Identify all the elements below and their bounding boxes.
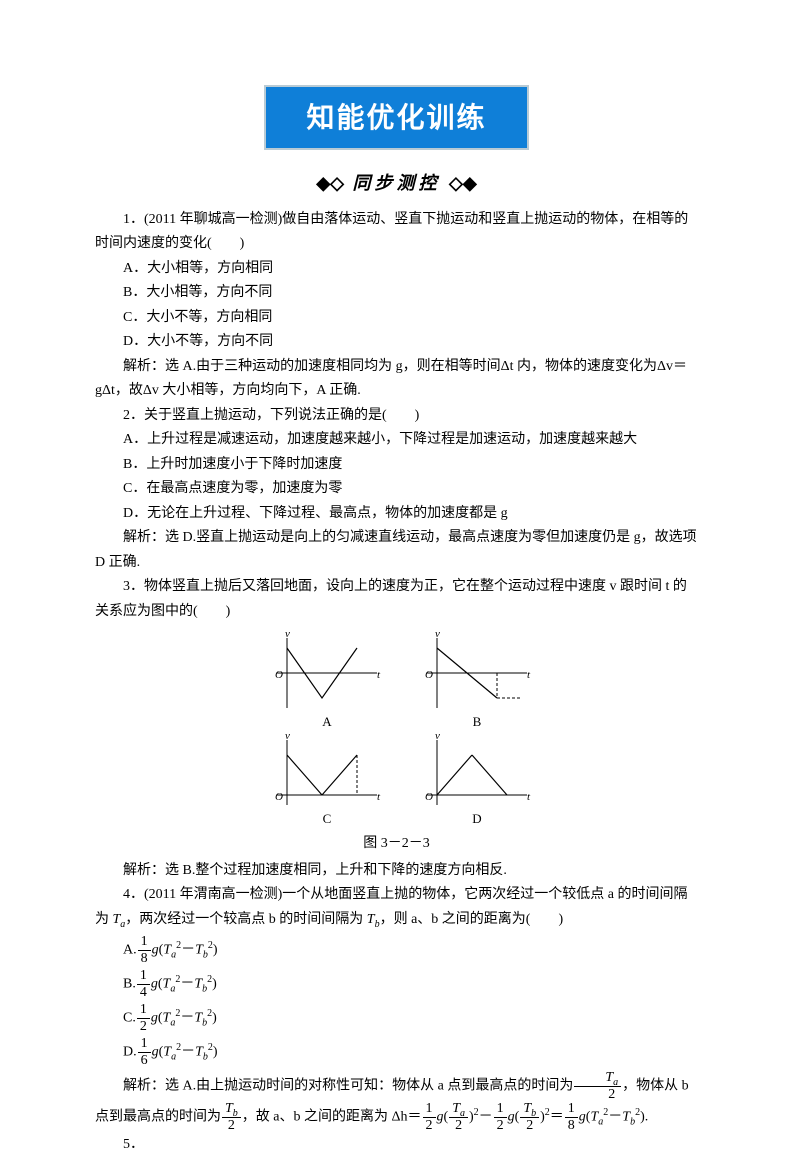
svg-text:t: t (377, 791, 381, 803)
q4-ana-c: 点到最高点的时间为 (95, 1110, 221, 1125)
q5-stem: 5． (95, 1133, 698, 1158)
page-title-box: 知能优化训练 (264, 85, 528, 150)
q4-optC: C.12g(Ta2－Tb2) (95, 1003, 698, 1034)
deco-right: ◇◆ (449, 173, 477, 193)
q4-ana-d: ，故 a、b 之间的距离为 Δh＝ (242, 1110, 422, 1125)
fA-num: 1 (138, 935, 151, 951)
q1-stem: 1．(2011 年聊城高一检测)做自由落体运动、竖直下抛运动和竖直上抛运动的物体… (95, 208, 698, 257)
q4-analysis-line2: 点到最高点的时间为Tb2，故 a、b 之间的距离为 Δh＝12g(Ta2)2－1… (95, 1102, 698, 1133)
svg-text:D: D (472, 811, 481, 826)
svg-text:A: A (322, 714, 332, 729)
q2-optB: B．上升时加速度小于下降时加速度 (95, 453, 698, 478)
q3-fig-caption: 图 3－2－3 (95, 832, 698, 857)
svg-text:v: v (285, 630, 290, 640)
q1-optA: A．大小相等，方向相同 (95, 257, 698, 282)
svg-text:O: O (275, 669, 283, 681)
fA-den: 8 (138, 951, 151, 966)
fC-den: 2 (137, 1019, 150, 1034)
q4-ana-e: . (645, 1110, 649, 1125)
svg-text:C: C (322, 811, 331, 826)
q1-optC: C．大小不等，方向相同 (95, 306, 698, 331)
fB-num: 1 (137, 969, 150, 985)
q4C-pre: C. (123, 1011, 136, 1026)
svg-text:v: v (435, 730, 440, 742)
q2-optD: D．无论在上升过程、下降过程、最高点，物体的加速度都是 g (95, 502, 698, 527)
q4-analysis: 解析：选 A.由上抛运动时间的对称性可知：物体从 a 点到最高点的时间为Ta2，… (95, 1071, 698, 1102)
fD-num: 1 (138, 1037, 151, 1053)
q4D-pre: D. (123, 1045, 137, 1060)
q1-optD: D．大小不等，方向不同 (95, 330, 698, 355)
q4-ana-a: 解析：选 A.由上抛运动时间的对称性可知：物体从 a 点到最高点的时间为 (123, 1079, 573, 1094)
q4-ana-b: ，物体从 b (622, 1079, 689, 1094)
q3-analysis: 解析：选 B.整个过程加速度相同，上升和下降的速度方向相反. (95, 859, 698, 884)
section-header: ◆◇ 同步测控 ◇◆ (95, 168, 698, 200)
fB-den: 4 (137, 985, 150, 1000)
q1-analysis: 解析：选 A.由于三种运动的加速度相同均为 g，则在相等时间Δt 内，物体的速度… (95, 355, 698, 404)
section-header-text: 同步测控 (353, 173, 441, 193)
svg-text:O: O (425, 791, 433, 803)
svg-text:v: v (435, 630, 440, 640)
svg-text:O: O (425, 669, 433, 681)
q4-optA: A.18g(Ta2－Tb2) (95, 935, 698, 966)
q3-stem: 3．物体竖直上抛后又落回地面，设向上的速度为正，它在整个运动过程中速度 v 跟时… (95, 575, 698, 624)
q2-analysis: 解析：选 D.竖直上抛运动是向上的匀减速直线运动，最高点速度为零但加速度仍是 g… (95, 526, 698, 575)
deco-left: ◆◇ (316, 173, 344, 193)
q4-stem-b: ，两次经过一个较高点 b 的时间间隔为 (125, 912, 367, 927)
q4-optB: B.14g(Ta2－Tb2) (95, 969, 698, 1000)
svg-text:t: t (527, 791, 531, 803)
q2-stem: 2．关于竖直上抛运动，下列说法正确的是( ) (95, 404, 698, 429)
q4-optD: D.16g(Ta2－Tb2) (95, 1037, 698, 1068)
svg-text:t: t (377, 669, 381, 681)
q4B-pre: B. (123, 977, 136, 992)
q2-optA: A．上升过程是减速运动，加速度越来越小，下降过程是加速运动，加速度越来越大 (95, 428, 698, 453)
fC-num: 1 (137, 1003, 150, 1019)
q4A-pre: A. (123, 943, 137, 958)
q4-stem: 4．(2011 年渭南高一检测)一个从地面竖直上抛的物体，它两次经过一个较低点 … (95, 883, 698, 932)
page-title: 知能优化训练 (306, 102, 486, 133)
q3-figure: O v t A O v t B O v t C O v t D (95, 630, 698, 830)
vt-graphs-svg: O v t A O v t B O v t C O v t D (237, 630, 557, 830)
fD-den: 6 (138, 1053, 151, 1068)
q2-optC: C．在最高点速度为零，加速度为零 (95, 477, 698, 502)
q1-optB: B．大小相等，方向不同 (95, 281, 698, 306)
svg-text:O: O (275, 791, 283, 803)
svg-text:B: B (472, 714, 481, 729)
svg-text:v: v (285, 730, 290, 742)
svg-text:t: t (527, 669, 531, 681)
q4-stem-c: ，则 a、b 之间的距离为( ) (380, 912, 564, 927)
